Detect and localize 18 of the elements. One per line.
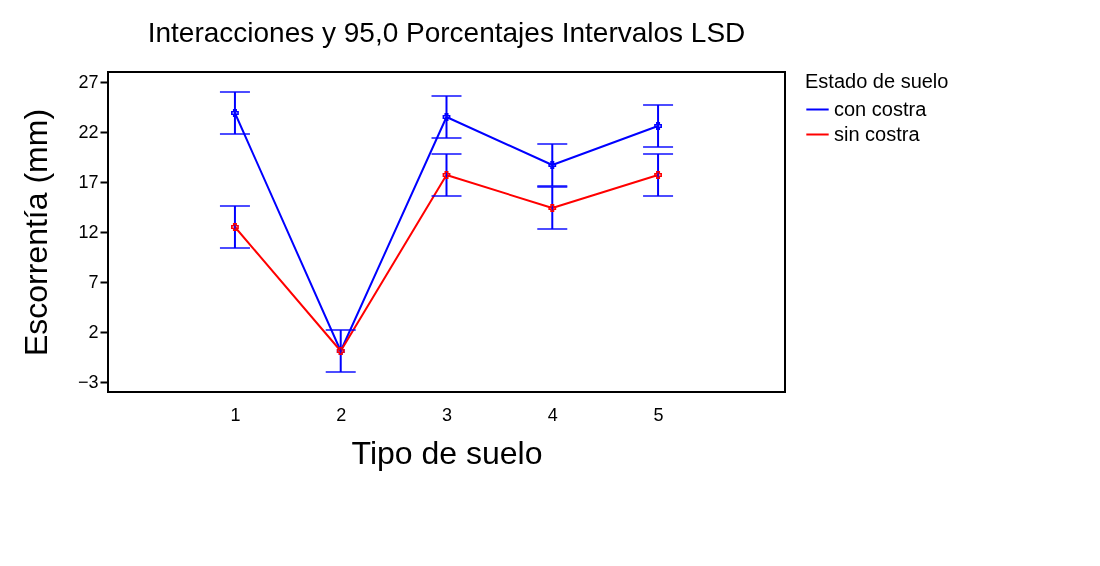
y-tick-label: 2	[88, 321, 99, 342]
chart-title: Interacciones y 95,0 Porcentajes Intervalos LSD	[147, 17, 746, 48]
y-tick-label: 27	[78, 71, 99, 92]
y-tick-label: 22	[78, 121, 99, 142]
legend-label: sin costra	[834, 122, 921, 145]
legend-title: Estado de suelo	[805, 70, 949, 92]
y-axis-title: Escorrentía (mm)	[17, 108, 54, 357]
legend-label: con costra	[834, 97, 928, 120]
x-tick-label: 1	[230, 404, 241, 425]
y-tick-label: −3	[77, 371, 99, 392]
y-tick-label: 7	[88, 271, 99, 292]
x-tick-label: 3	[441, 404, 453, 425]
x-tick-label: 4	[547, 404, 558, 425]
y-tick-label: 17	[78, 171, 99, 192]
x-axis-title: Tipo de suelo	[351, 434, 543, 471]
y-tick-label: 12	[78, 221, 99, 242]
x-tick-label: 5	[653, 404, 664, 425]
x-tick-label: 2	[336, 404, 347, 425]
